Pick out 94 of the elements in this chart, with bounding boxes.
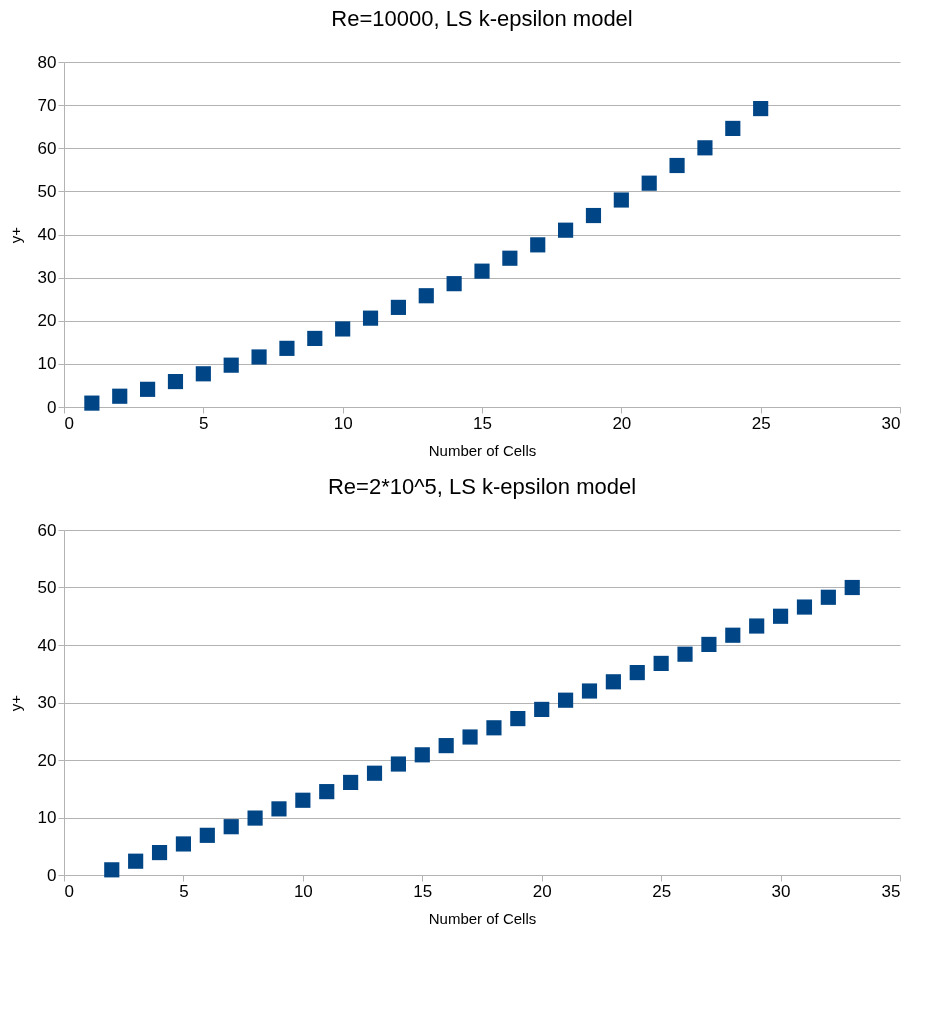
point <box>669 157 685 174</box>
y-tick-label: 30 <box>37 268 57 288</box>
x-tick-label: 5 <box>179 881 189 901</box>
point <box>195 366 211 382</box>
x-tick-label: 20 <box>612 413 632 433</box>
y-axis-title: y+ <box>6 226 24 244</box>
point <box>701 636 717 653</box>
point <box>223 357 239 373</box>
point <box>84 395 100 411</box>
point <box>151 844 168 861</box>
y-tick-label: 40 <box>37 635 57 655</box>
point <box>140 381 156 397</box>
x-tick-label: 30 <box>771 881 791 901</box>
x-tick-label: 0 <box>64 413 74 433</box>
point <box>319 784 335 800</box>
x-tick-label: 0 <box>64 881 74 901</box>
y-tick-label: 0 <box>47 397 57 417</box>
y-tick-label: 0 <box>47 865 57 885</box>
point <box>128 853 144 869</box>
point <box>641 175 657 191</box>
point <box>199 827 215 843</box>
point <box>653 655 669 671</box>
x-tick-label: 5 <box>199 413 209 433</box>
point <box>112 388 128 404</box>
point <box>446 276 462 292</box>
point <box>104 862 120 878</box>
y-tick-label: 20 <box>37 311 57 331</box>
y-tick-label: 50 <box>37 578 57 597</box>
y-tick-label: 50 <box>37 181 57 201</box>
x-tick-label: 20 <box>532 881 552 901</box>
point <box>530 237 546 253</box>
y-tick-label: 70 <box>37 95 57 115</box>
point <box>335 321 351 337</box>
point <box>366 765 383 781</box>
point <box>753 100 769 117</box>
point <box>414 747 430 763</box>
point <box>223 819 239 835</box>
point <box>462 729 478 745</box>
x-axis-title: Number of Cells <box>428 909 537 927</box>
point <box>307 330 323 347</box>
y-tick-label: 80 <box>37 52 57 72</box>
x-tick-label: 15 <box>413 881 433 901</box>
y-tick-label: 40 <box>37 225 57 244</box>
point <box>251 349 267 365</box>
point <box>725 627 741 643</box>
y-tick-label: 60 <box>37 520 57 540</box>
point <box>343 774 359 791</box>
point <box>534 701 550 717</box>
point <box>438 738 454 754</box>
y-tick-label: 10 <box>37 808 57 827</box>
point <box>418 288 434 304</box>
point <box>558 222 574 238</box>
x-tick-label: 25 <box>652 881 672 901</box>
point <box>605 674 621 690</box>
x-tick-label: 10 <box>293 881 313 901</box>
x-axis-title: Number of Cells <box>428 441 537 459</box>
point <box>749 618 765 634</box>
point <box>796 599 813 615</box>
point <box>697 140 713 156</box>
point <box>502 250 518 266</box>
point <box>362 310 379 326</box>
point <box>175 836 192 852</box>
chart-title: Re=10000, LS k-epsilon model <box>331 6 633 31</box>
x-tick-label: 25 <box>751 413 771 433</box>
x-tick-label: 15 <box>473 413 492 433</box>
x-tick-label: 35 <box>881 881 901 901</box>
point <box>820 589 836 605</box>
point <box>486 720 502 736</box>
y-tick-label: 20 <box>37 750 57 770</box>
point <box>844 579 860 596</box>
x-tick-label: 30 <box>881 413 901 433</box>
point <box>295 792 311 808</box>
y-tick-label: 60 <box>37 138 57 158</box>
point <box>390 756 406 772</box>
point <box>167 373 184 390</box>
point <box>613 192 629 208</box>
point <box>585 207 602 224</box>
point <box>510 711 526 727</box>
x-tick-label: 10 <box>333 413 353 433</box>
point <box>725 120 741 136</box>
y-axis-title: y+ <box>6 694 24 712</box>
point <box>677 646 693 662</box>
point <box>558 692 574 708</box>
y-tick-label: 10 <box>37 354 57 374</box>
y-tick-label: 30 <box>37 693 57 712</box>
point <box>271 801 287 817</box>
point <box>581 683 598 699</box>
point <box>629 665 645 681</box>
point <box>474 263 490 279</box>
point <box>390 299 406 315</box>
point <box>772 608 789 624</box>
point <box>247 810 263 826</box>
point <box>279 340 295 356</box>
chart-title: Re=2*10^5, LS k-epsilon model <box>327 474 637 499</box>
